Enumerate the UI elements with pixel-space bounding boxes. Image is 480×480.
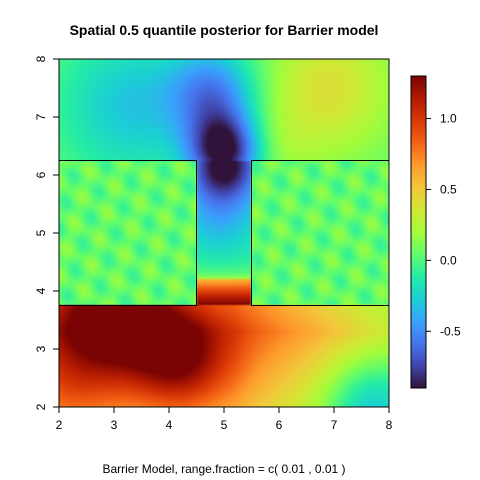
colorbar-tick-label: 0.5: [440, 182, 457, 196]
y-tick-label: 2: [34, 403, 48, 410]
y-tick-label: 8: [34, 55, 48, 62]
colorbar-tick-label: 0.0: [440, 253, 457, 267]
x-tick-label: 5: [221, 418, 228, 432]
colorbar-tick-label: -0.5: [440, 324, 461, 338]
y-tick-label: 7: [34, 113, 48, 120]
y-tick-label: 3: [34, 345, 48, 352]
chart-title: Spatial 0.5 quantile posterior for Barri…: [70, 22, 379, 38]
y-tick-label: 5: [34, 229, 48, 236]
y-tick-label: 6: [34, 171, 48, 178]
plot-area: [59, 59, 389, 407]
colorbar-scale: [411, 76, 426, 388]
x-tick-label: 4: [166, 418, 173, 432]
y-tick-label: 4: [34, 287, 48, 294]
colorbar: -0.5 0.0 0.5 1.0: [411, 76, 461, 388]
y-axis: 2 3 4 5 6 7 8: [34, 55, 59, 410]
colorbar-tick-label: 1.0: [440, 112, 457, 126]
x-tick-label: 2: [56, 418, 63, 432]
x-tick-label: 3: [111, 418, 118, 432]
x-tick-label: 8: [386, 418, 393, 432]
spatial-field: [59, 59, 389, 407]
x-tick-label: 6: [276, 418, 283, 432]
x-axis: 2 3 4 5 6 7 8: [56, 407, 393, 432]
x-tick-label: 7: [331, 418, 338, 432]
x-axis-label: Barrier Model, range.fraction = c( 0.01 …: [102, 462, 345, 476]
colorbar-ticks: -0.5 0.0 0.5 1.0: [426, 112, 461, 339]
